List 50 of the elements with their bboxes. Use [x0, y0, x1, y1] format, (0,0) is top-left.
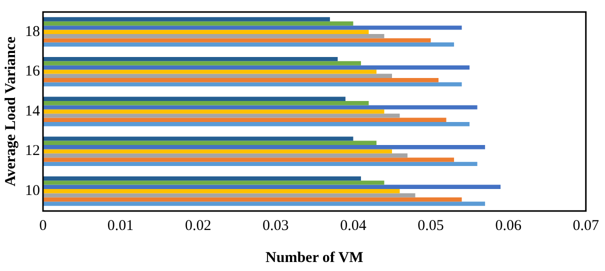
bar	[43, 105, 478, 110]
bar	[43, 70, 376, 74]
x-tick-label: 0.02	[184, 218, 212, 234]
bar	[43, 17, 330, 22]
bar	[43, 144, 486, 150]
y-tick-label: 18	[25, 24, 40, 40]
bar	[43, 140, 376, 145]
bar	[43, 176, 361, 181]
bar	[43, 74, 392, 78]
bar	[43, 114, 400, 118]
x-tick-label: 0.05	[418, 218, 444, 234]
bar	[43, 158, 454, 162]
bar	[43, 180, 384, 185]
bar	[43, 153, 408, 158]
x-axis-title: Number of VM	[266, 250, 364, 266]
bar	[43, 38, 431, 42]
bar	[43, 184, 501, 189]
bar	[43, 162, 478, 166]
x-tick-label: 0.01	[107, 218, 134, 234]
bar	[43, 21, 354, 26]
y-tick-label: 12	[25, 143, 40, 160]
bar	[43, 26, 462, 30]
bar	[43, 42, 454, 47]
bar	[43, 136, 354, 141]
bar	[43, 202, 486, 206]
bar	[43, 118, 446, 122]
x-tick-label: 0.07	[572, 218, 600, 234]
x-tick-label: 0	[39, 218, 47, 234]
y-axis-title: Average Load Variance	[2, 36, 19, 186]
bar	[43, 61, 361, 66]
bar	[43, 65, 470, 70]
y-tick-label: 10	[25, 183, 40, 200]
bar	[43, 122, 470, 126]
bar	[43, 78, 439, 82]
bar	[43, 100, 369, 106]
bar	[43, 56, 338, 62]
y-tick-label: 14	[25, 103, 40, 120]
bar	[43, 149, 392, 154]
bar	[43, 109, 384, 114]
bar	[43, 30, 369, 34]
bar	[43, 96, 346, 101]
bar	[43, 34, 384, 38]
bar	[43, 82, 462, 86]
bar	[43, 188, 400, 194]
x-tick-label: 0.04	[340, 218, 367, 234]
bar	[43, 197, 462, 202]
x-tick-label: 0.06	[495, 218, 522, 234]
x-tick-label: 0.03	[262, 218, 289, 234]
bar	[43, 193, 416, 198]
y-tick-label: 16	[25, 64, 40, 80]
